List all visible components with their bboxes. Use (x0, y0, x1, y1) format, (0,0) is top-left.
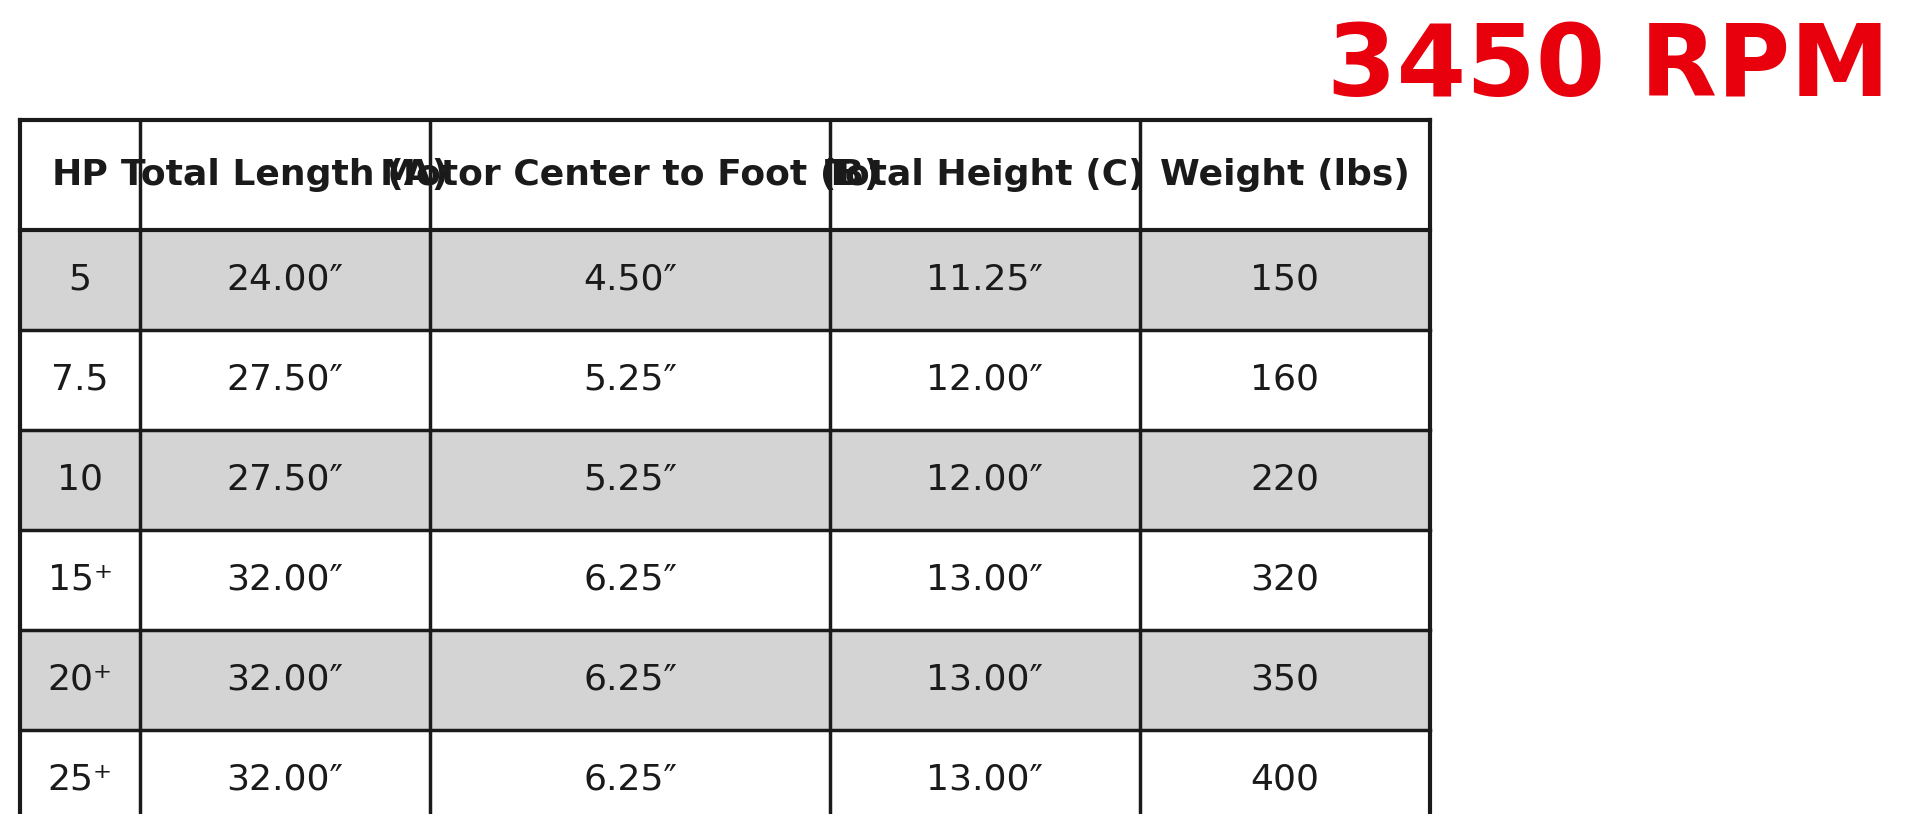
Text: 12.00″: 12.00″ (927, 463, 1043, 497)
Text: 13.00″: 13.00″ (927, 763, 1043, 797)
Text: 400: 400 (1250, 763, 1319, 797)
Text: 32.00″: 32.00″ (227, 763, 344, 797)
Bar (19, 430, 1430, 530)
Text: 220: 220 (1250, 463, 1319, 497)
Bar (19, 120, 1430, 230)
Text: 7.5: 7.5 (52, 363, 109, 397)
Text: Weight (lbs): Weight (lbs) (1160, 158, 1409, 192)
Bar (19, 730, 1430, 814)
Text: 3450 RPM: 3450 RPM (1327, 20, 1889, 117)
Text: 13.00″: 13.00″ (927, 663, 1043, 697)
Text: 11.25″: 11.25″ (927, 263, 1043, 297)
Text: 150: 150 (1250, 263, 1319, 297)
Text: 32.00″: 32.00″ (227, 563, 344, 597)
Text: 12.00″: 12.00″ (927, 363, 1043, 397)
Text: Motor Center to Foot (B): Motor Center to Foot (B) (380, 158, 879, 192)
Text: Total Height (C): Total Height (C) (826, 158, 1144, 192)
Bar (19, 330, 1430, 430)
Text: 5: 5 (69, 263, 92, 297)
Text: 24.00″: 24.00″ (227, 263, 344, 297)
Bar (19, 630, 1430, 730)
Text: 32.00″: 32.00″ (227, 663, 344, 697)
Text: 6.25″: 6.25″ (584, 563, 678, 597)
Text: HP: HP (52, 158, 108, 192)
Text: 20⁺: 20⁺ (48, 663, 113, 697)
Text: Total Length (A): Total Length (A) (121, 158, 449, 192)
Text: 4.50″: 4.50″ (584, 263, 678, 297)
Text: 6.25″: 6.25″ (584, 763, 678, 797)
Text: 10: 10 (58, 463, 104, 497)
Text: 5.25″: 5.25″ (584, 463, 678, 497)
Text: 5.25″: 5.25″ (584, 363, 678, 397)
Bar (19, 230, 1430, 330)
Text: 320: 320 (1250, 563, 1319, 597)
Text: 27.50″: 27.50″ (227, 463, 344, 497)
Text: 25⁺: 25⁺ (48, 763, 113, 797)
Text: 350: 350 (1250, 663, 1319, 697)
Text: 6.25″: 6.25″ (584, 663, 678, 697)
Text: 160: 160 (1250, 363, 1319, 397)
Text: 27.50″: 27.50″ (227, 363, 344, 397)
Text: 13.00″: 13.00″ (927, 563, 1043, 597)
Bar (19, 530, 1430, 630)
Text: 15⁺: 15⁺ (48, 563, 113, 597)
